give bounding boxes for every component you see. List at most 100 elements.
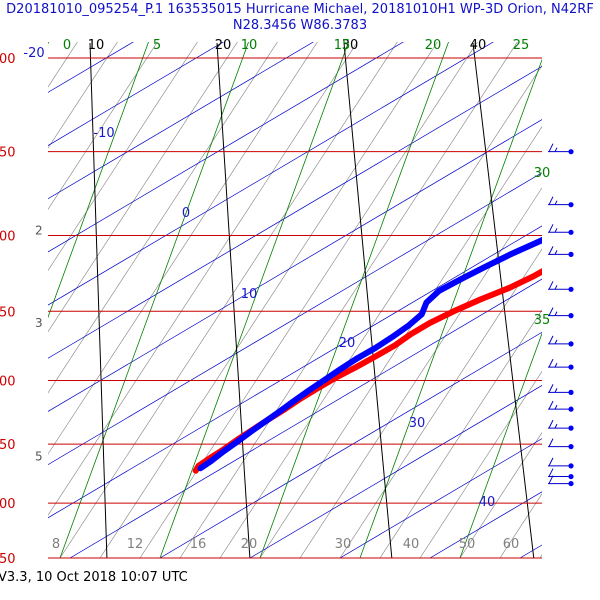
wind-barb-flag (554, 200, 558, 205)
temperature-tick-label: 30 (342, 38, 359, 53)
wind-barb-dot (568, 480, 574, 487)
dry-adiabat-label: 10 (241, 38, 258, 53)
pressure-tick-label: 50 (0, 438, 16, 453)
theta-e-line (429, 491, 542, 558)
dry-adiabat-line (560, 38, 600, 558)
theta-e-label: -10 (93, 126, 114, 141)
chart-footer: V3.3, 10 Oct 2018 10:07 UTC (0, 570, 188, 585)
theta-e-line (48, 119, 542, 412)
theta-e-line (249, 385, 542, 558)
wind-barb-flag (548, 384, 554, 393)
mixing-ratio-line (0, 38, 40, 558)
wind-barb-dot (568, 473, 574, 480)
pressure-tick-label: 50 (0, 305, 16, 320)
isotherm-line (89, 42, 108, 558)
wind-barb-dot (568, 364, 574, 370)
wind-barb-dot (568, 425, 574, 431)
theta-e-line (519, 544, 542, 558)
dry-adiabat-line (259, 42, 449, 558)
wind-barb (548, 335, 574, 347)
wind-barb (548, 457, 574, 469)
temperature-tick-label: 40 (470, 38, 487, 53)
wind-barb-dot (568, 406, 574, 412)
temperature-tick-label: 10 (88, 38, 105, 53)
mixing-ratio-line (539, 554, 542, 558)
wind-barb (548, 419, 574, 431)
mixing-ratio-line (419, 370, 542, 558)
wind-barb-flag (554, 147, 558, 152)
dry-adiabat-line (359, 58, 542, 558)
mixing-ratio-line (379, 309, 542, 558)
wind-barb (548, 307, 574, 319)
theta-e-label: 0 (182, 206, 190, 221)
mixing-ratio-line (48, 42, 198, 272)
dry-adiabat-label: 5 (153, 38, 161, 53)
theta-e-line (48, 42, 494, 306)
theta-e-line (48, 42, 314, 200)
pressure-tick-label: 00 (0, 497, 16, 512)
wind-barb-flag (548, 400, 554, 410)
wind-barb-flag (554, 228, 558, 233)
pressure-tick-label: 50 (0, 146, 16, 161)
dry-adiabat-label: 0 (63, 38, 71, 53)
mixing-ratio-label: 40 (403, 537, 420, 552)
wind-barb-dot (568, 251, 574, 257)
wind-barb-flag (548, 358, 554, 368)
temperature-tick-label: 20 (215, 38, 232, 53)
mixing-ratio-label: 8 (52, 537, 60, 552)
dry-adiabat-label: 25 (513, 38, 530, 53)
wind-barb-flag (548, 307, 554, 316)
wind-barb-flag (554, 339, 558, 345)
pressure-tick-label: 00 (0, 375, 16, 390)
mixing-ratio-line (48, 42, 118, 149)
theta-e-line (48, 225, 542, 519)
mixing-ratio-line (580, 38, 600, 558)
mixing-ratio-line (48, 42, 238, 333)
wind-barb-flag (554, 285, 558, 290)
pressure-tick-label: 00 (0, 52, 16, 67)
dry-adiabat-label: 15 (334, 38, 351, 53)
chart-title-line2: N28.3456 W86.3783 (232, 18, 368, 33)
theta-e-label: 30 (409, 416, 426, 431)
wind-barb-flag (548, 196, 554, 205)
wind-barb (548, 358, 574, 370)
mixing-ratio-line (48, 42, 158, 210)
wind-barb (548, 224, 574, 235)
wind-barb-dot (568, 313, 574, 319)
mixing-ratio-line (48, 42, 278, 394)
theta-e-line (339, 438, 542, 558)
mixing-ratio-label: 20 (241, 537, 258, 552)
theta-e-label: 20 (339, 336, 356, 351)
mixing-ratio-line (59, 42, 398, 558)
wind-barb-flag (548, 224, 554, 233)
isotherm-line (472, 42, 535, 558)
wind-barb (548, 438, 574, 450)
theta-e-label: -20 (23, 46, 44, 61)
mixing-ratio-label: 12 (127, 537, 144, 552)
theta-e-line (48, 172, 542, 466)
dry-adiabat-label: 35 (534, 313, 551, 328)
theta-e-line (48, 42, 224, 146)
wind-barb-flag (548, 457, 554, 467)
dry-adiabat-label: 20 (425, 38, 442, 53)
dry-adiabat-line (459, 332, 542, 558)
wind-barb-flag (548, 335, 554, 345)
wind-barb-flag (554, 423, 558, 429)
dry-adiabat-line (59, 42, 249, 558)
wind-barb-dot (568, 463, 574, 469)
mixing-ratio-line (499, 493, 542, 558)
dry-adiabat-line (48, 42, 149, 319)
wind-barb (548, 384, 574, 395)
isotherm-line (343, 42, 393, 558)
wind-barb (548, 400, 574, 412)
wind-barb-flag (548, 246, 554, 255)
wind-barb-dot (568, 286, 574, 292)
mixing-ratio-line (459, 432, 542, 558)
theta-e-line (48, 65, 542, 359)
dewpoint-profile-line (197, 236, 542, 472)
wind-barb (548, 196, 574, 208)
mixing-ratio-label: 30 (335, 537, 352, 552)
pressure-tick-label: 00 (0, 229, 16, 244)
wind-barb-flag (554, 404, 558, 410)
